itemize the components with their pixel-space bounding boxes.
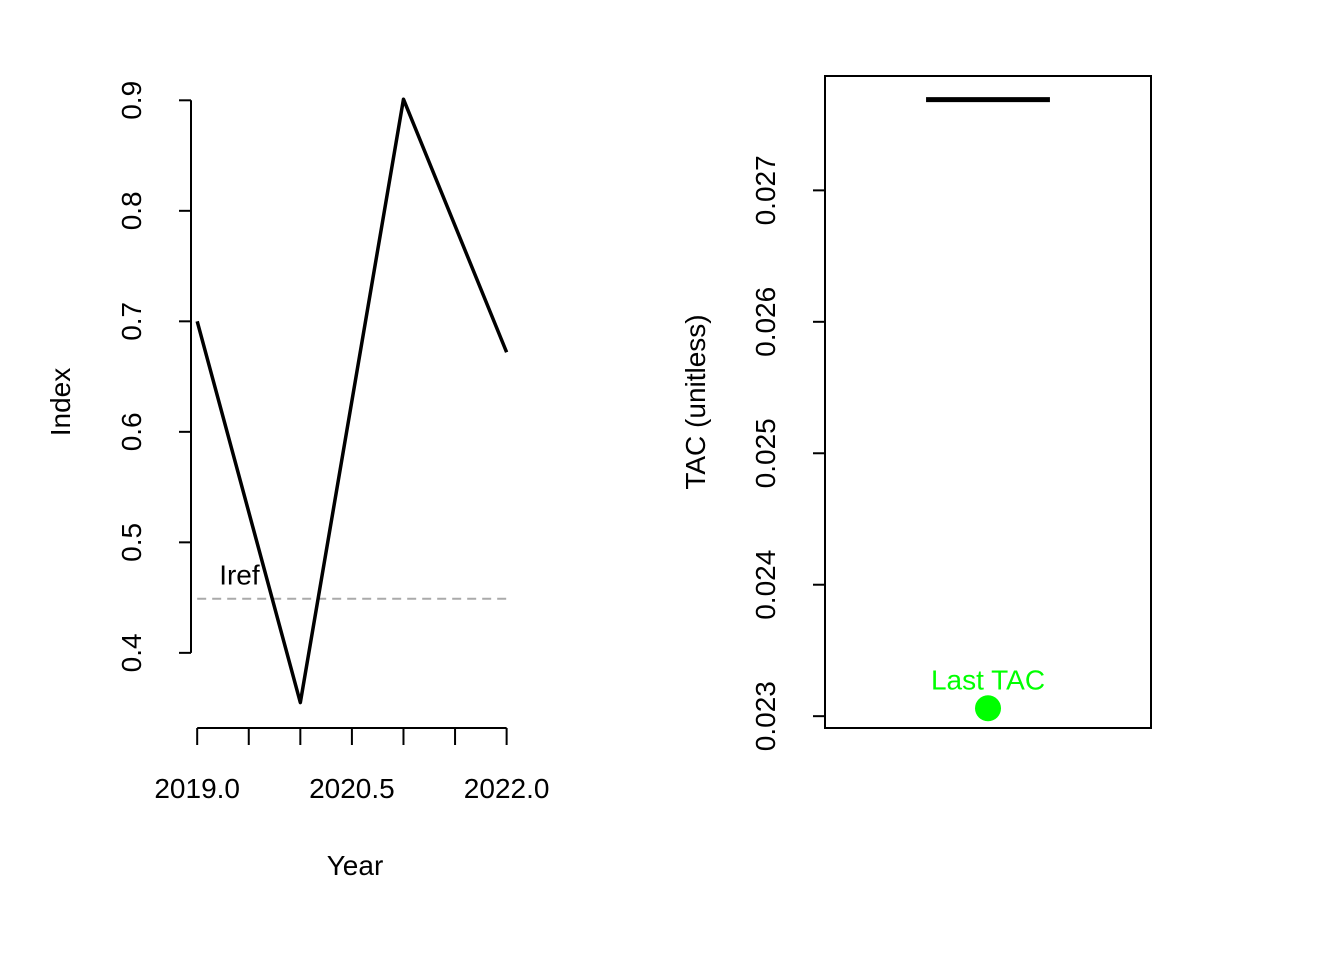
y-axis-label: TAC (unitless) [680, 314, 711, 489]
y-tick-label: 0.4 [116, 633, 147, 672]
y-tick-label: 0.7 [116, 302, 147, 341]
tac-chart: Last TAC 0.023 0.024 0.025 0.026 0.027 TAC (un… [680, 75, 1152, 751]
y-tick-label: 0.025 [750, 418, 781, 488]
y-tick-label: 0.026 [750, 287, 781, 357]
y-tick-label: 0.5 [116, 523, 147, 562]
x-tick-label: 2019.0 [154, 773, 240, 804]
plot-border [824, 75, 1152, 729]
series-line-1 [195, 97, 509, 705]
last-tac-point [975, 695, 1001, 722]
y-tick-label: 0.8 [116, 191, 147, 230]
index-chart: Iref 0.4 0.5 0.6 0.7 0.8 0.9 Index 2019.0 2020.5 2… [45, 81, 549, 881]
y-tick-label: 0.027 [750, 155, 781, 225]
y-tick-label: 0.9 [116, 81, 147, 120]
last-tac-label: Last TAC [931, 664, 1045, 695]
x-axis-label: Year [327, 850, 384, 881]
y-tick-label: 0.023 [750, 681, 781, 751]
y-tick-label: 0.024 [750, 550, 781, 620]
x-tick-label: 2022.0 [464, 773, 550, 804]
x-tick-label: 2020.5 [309, 773, 395, 804]
y-tick-label: 0.6 [116, 412, 147, 451]
reference-line-label: Iref [219, 560, 260, 591]
y-axis-label: Index [45, 368, 76, 437]
